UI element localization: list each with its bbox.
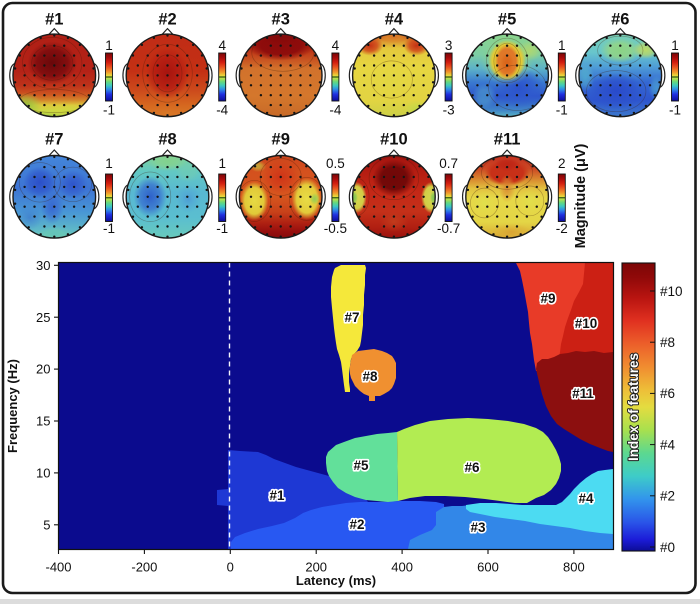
svg-text:5: 5 (43, 517, 50, 532)
svg-text:4: 4 (332, 38, 340, 53)
svg-text:-200: -200 (131, 560, 157, 575)
svg-text:#2: #2 (158, 11, 176, 29)
svg-text:3: 3 (445, 38, 453, 53)
svg-text:30: 30 (36, 258, 50, 273)
svg-text:#7: #7 (45, 131, 63, 149)
svg-text:600: 600 (477, 560, 499, 575)
svg-text:-1: -1 (103, 103, 115, 118)
svg-text:-1: -1 (669, 103, 681, 118)
svg-text:-0.7: -0.7 (437, 221, 460, 236)
svg-text:#3: #3 (272, 11, 290, 29)
svg-text:0.5: 0.5 (326, 156, 345, 171)
svg-text:1: 1 (218, 156, 226, 171)
svg-text:#2: #2 (349, 517, 364, 532)
svg-text:2: 2 (558, 156, 566, 171)
svg-text:#9: #9 (540, 291, 555, 306)
svg-text:#5: #5 (498, 11, 516, 29)
svg-text:1: 1 (558, 38, 566, 53)
svg-text:0.7: 0.7 (439, 156, 458, 171)
svg-text:#0: #0 (660, 540, 675, 555)
svg-text:#1: #1 (45, 11, 63, 29)
svg-text:1: 1 (105, 156, 113, 171)
svg-text:400: 400 (391, 560, 413, 575)
svg-text:#8: #8 (660, 335, 675, 350)
svg-text:20: 20 (36, 362, 50, 377)
svg-text:#6: #6 (660, 386, 675, 401)
svg-text:-1: -1 (103, 221, 115, 236)
svg-text:0: 0 (227, 560, 234, 575)
svg-text:#5: #5 (353, 458, 369, 473)
svg-text:#8: #8 (362, 369, 378, 384)
svg-text:-400: -400 (45, 560, 71, 575)
svg-text:#2: #2 (660, 489, 675, 504)
svg-text:-1: -1 (216, 221, 228, 236)
svg-text:4: 4 (218, 38, 226, 53)
svg-text:#7: #7 (344, 310, 359, 325)
svg-text:10: 10 (36, 466, 50, 481)
svg-text:-4: -4 (329, 103, 341, 118)
svg-text:#3: #3 (470, 520, 486, 535)
svg-text:#6: #6 (464, 460, 480, 475)
svg-text:Latency (ms): Latency (ms) (296, 573, 376, 588)
svg-text:#10: #10 (575, 316, 598, 331)
svg-text:#1: #1 (269, 488, 285, 503)
svg-text:200: 200 (305, 560, 327, 575)
svg-text:#8: #8 (158, 131, 176, 149)
svg-text:Index of features: Index of features (626, 353, 641, 461)
svg-text:#6: #6 (611, 11, 629, 29)
svg-text:#11: #11 (494, 131, 521, 149)
svg-text:#4: #4 (385, 11, 404, 29)
svg-text:1: 1 (671, 38, 679, 53)
svg-text:25: 25 (36, 310, 50, 325)
svg-text:800: 800 (563, 560, 585, 575)
svg-text:-0.5: -0.5 (324, 221, 347, 236)
svg-text:-2: -2 (556, 221, 568, 236)
svg-text:#4: #4 (578, 491, 594, 506)
svg-text:-1: -1 (556, 103, 568, 118)
svg-text:#9: #9 (272, 131, 290, 149)
svg-text:#4: #4 (660, 437, 676, 452)
svg-text:#10: #10 (380, 131, 408, 149)
svg-text:15: 15 (36, 414, 50, 429)
svg-text:1: 1 (105, 38, 113, 53)
svg-text:Frequency (Hz): Frequency (Hz) (5, 359, 20, 453)
svg-text:#11: #11 (572, 386, 594, 401)
svg-text:Magnitude (μV): Magnitude (μV) (573, 143, 589, 248)
svg-text:-4: -4 (216, 103, 228, 118)
svg-text:#10: #10 (660, 284, 683, 299)
svg-text:-3: -3 (443, 103, 455, 118)
